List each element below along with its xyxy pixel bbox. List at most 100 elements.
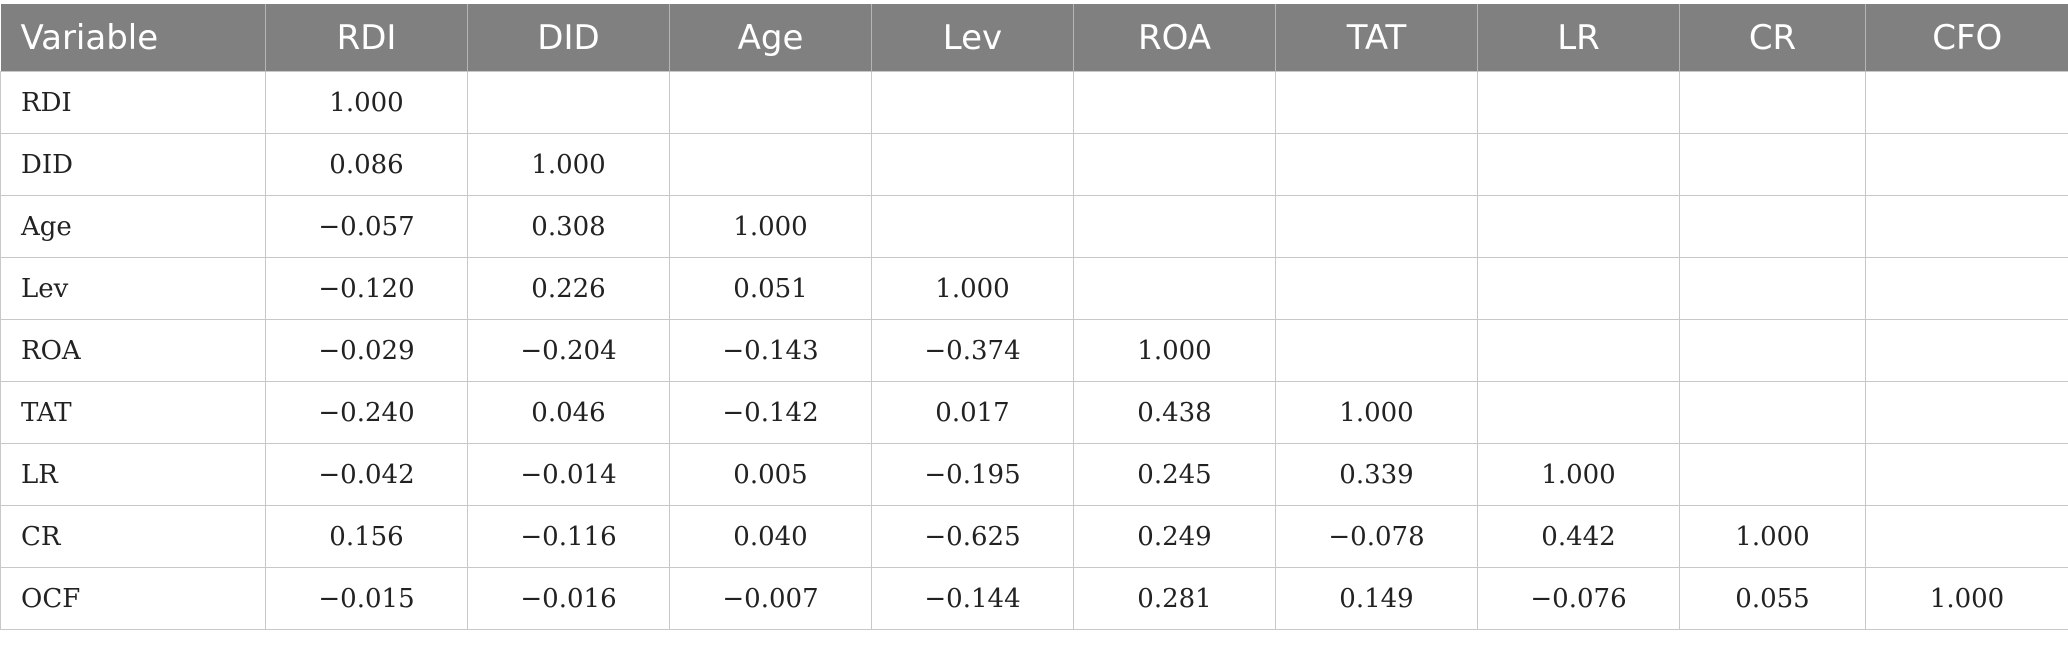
header-cell-lr: LR <box>1477 4 1680 72</box>
table-cell: 1.000 <box>265 71 468 134</box>
table-cell: 1.000 <box>871 257 1074 320</box>
table-cell <box>1865 71 2068 134</box>
table-cell <box>1477 133 1680 196</box>
table-cell: 0.281 <box>1073 567 1276 630</box>
table-cell <box>1477 257 1680 320</box>
table-cell <box>1679 319 1866 382</box>
table-row: DID 0.086 1.000 <box>0 133 2068 196</box>
header-cell-rdi: RDI <box>265 4 468 72</box>
table-cell <box>1073 71 1276 134</box>
table-cell: 0.149 <box>1275 567 1478 630</box>
table-cell: 0.055 <box>1679 567 1866 630</box>
table-cell: 1.000 <box>1073 319 1276 382</box>
table-cell: −0.144 <box>871 567 1074 630</box>
table-row: Lev −0.120 0.226 0.051 1.000 <box>0 257 2068 320</box>
table-cell <box>1477 71 1680 134</box>
table-cell <box>669 71 872 134</box>
table-cell <box>1073 133 1276 196</box>
header-cell-did: DID <box>467 4 670 72</box>
table-cell <box>1679 195 1866 258</box>
table-cell: −0.057 <box>265 195 468 258</box>
table-cell: 0.438 <box>1073 381 1276 444</box>
table-cell <box>1477 195 1680 258</box>
correlation-table-container: Variable RDI DID Age Lev ROA TAT LR CR C… <box>0 4 2068 630</box>
table-cell: −0.076 <box>1477 567 1680 630</box>
table-cell: 0.046 <box>467 381 670 444</box>
table-cell: 1.000 <box>669 195 872 258</box>
table-cell: 1.000 <box>1477 443 1680 506</box>
table-cell: 1.000 <box>1275 381 1478 444</box>
table-cell <box>871 195 1074 258</box>
table-cell <box>1865 319 2068 382</box>
table-cell <box>871 71 1074 134</box>
table-cell: 0.308 <box>467 195 670 258</box>
table-cell <box>1275 257 1478 320</box>
table-cell: 0.245 <box>1073 443 1276 506</box>
table-cell <box>1275 133 1478 196</box>
table-cell: 1.000 <box>1679 505 1866 568</box>
table-cell: 1.000 <box>1865 567 2068 630</box>
header-cell-tat: TAT <box>1275 4 1478 72</box>
table-cell: −0.143 <box>669 319 872 382</box>
table-cell: 0.005 <box>669 443 872 506</box>
table-cell: 0.226 <box>467 257 670 320</box>
table-cell: −0.042 <box>265 443 468 506</box>
header-cell-age: Age <box>669 4 872 72</box>
table-cell <box>1865 257 2068 320</box>
table-header: Variable RDI DID Age Lev ROA TAT LR CR C… <box>0 4 2068 72</box>
table-cell <box>669 133 872 196</box>
table-cell: −0.142 <box>669 381 872 444</box>
row-label: LR <box>0 443 266 506</box>
table-cell: −0.204 <box>467 319 670 382</box>
table-cell <box>1073 257 1276 320</box>
correlation-table: Variable RDI DID Age Lev ROA TAT LR CR C… <box>0 4 2068 630</box>
table-cell <box>1477 319 1680 382</box>
table-cell: 0.040 <box>669 505 872 568</box>
table-cell: 0.339 <box>1275 443 1478 506</box>
table-cell <box>1679 71 1866 134</box>
table-cell <box>1679 381 1866 444</box>
header-cell-cfo: CFO <box>1865 4 2068 72</box>
table-cell <box>1865 381 2068 444</box>
table-cell <box>1679 443 1866 506</box>
row-label: OCF <box>0 567 266 630</box>
table-cell <box>1477 381 1680 444</box>
table-cell: −0.195 <box>871 443 1074 506</box>
row-label: RDI <box>0 71 266 134</box>
row-label: TAT <box>0 381 266 444</box>
table-cell: 1.000 <box>467 133 670 196</box>
row-label: Lev <box>0 257 266 320</box>
table-cell: −0.007 <box>669 567 872 630</box>
header-cell-lev: Lev <box>871 4 1074 72</box>
table-cell <box>1275 71 1478 134</box>
table-cell: −0.016 <box>467 567 670 630</box>
table-cell <box>467 71 670 134</box>
table-cell <box>1679 133 1866 196</box>
table-cell: −0.120 <box>265 257 468 320</box>
header-row: Variable RDI DID Age Lev ROA TAT LR CR C… <box>0 4 2068 72</box>
row-label: CR <box>0 505 266 568</box>
table-cell: 0.017 <box>871 381 1074 444</box>
table-cell: −0.078 <box>1275 505 1478 568</box>
table-row: LR −0.042 −0.014 0.005 −0.195 0.245 0.33… <box>0 443 2068 506</box>
table-cell: −0.014 <box>467 443 670 506</box>
table-row: TAT −0.240 0.046 −0.142 0.017 0.438 1.00… <box>0 381 2068 444</box>
table-cell: 0.051 <box>669 257 872 320</box>
table-cell <box>1073 195 1276 258</box>
header-cell-variable: Variable <box>0 4 266 72</box>
row-label: Age <box>0 195 266 258</box>
row-label: ROA <box>0 319 266 382</box>
table-cell <box>1275 319 1478 382</box>
table-cell <box>871 133 1074 196</box>
table-row: OCF −0.015 −0.016 −0.007 −0.144 0.281 0.… <box>0 567 2068 630</box>
table-body: RDI 1.000 DID 0.086 1.000 <box>0 71 2068 630</box>
table-cell: −0.015 <box>265 567 468 630</box>
table-cell: −0.116 <box>467 505 670 568</box>
table-row: Age −0.057 0.308 1.000 <box>0 195 2068 258</box>
table-cell: −0.240 <box>265 381 468 444</box>
table-row: RDI 1.000 <box>0 71 2068 134</box>
table-cell: −0.625 <box>871 505 1074 568</box>
table-cell: 0.249 <box>1073 505 1276 568</box>
table-cell <box>1865 195 2068 258</box>
table-cell <box>1865 133 2068 196</box>
